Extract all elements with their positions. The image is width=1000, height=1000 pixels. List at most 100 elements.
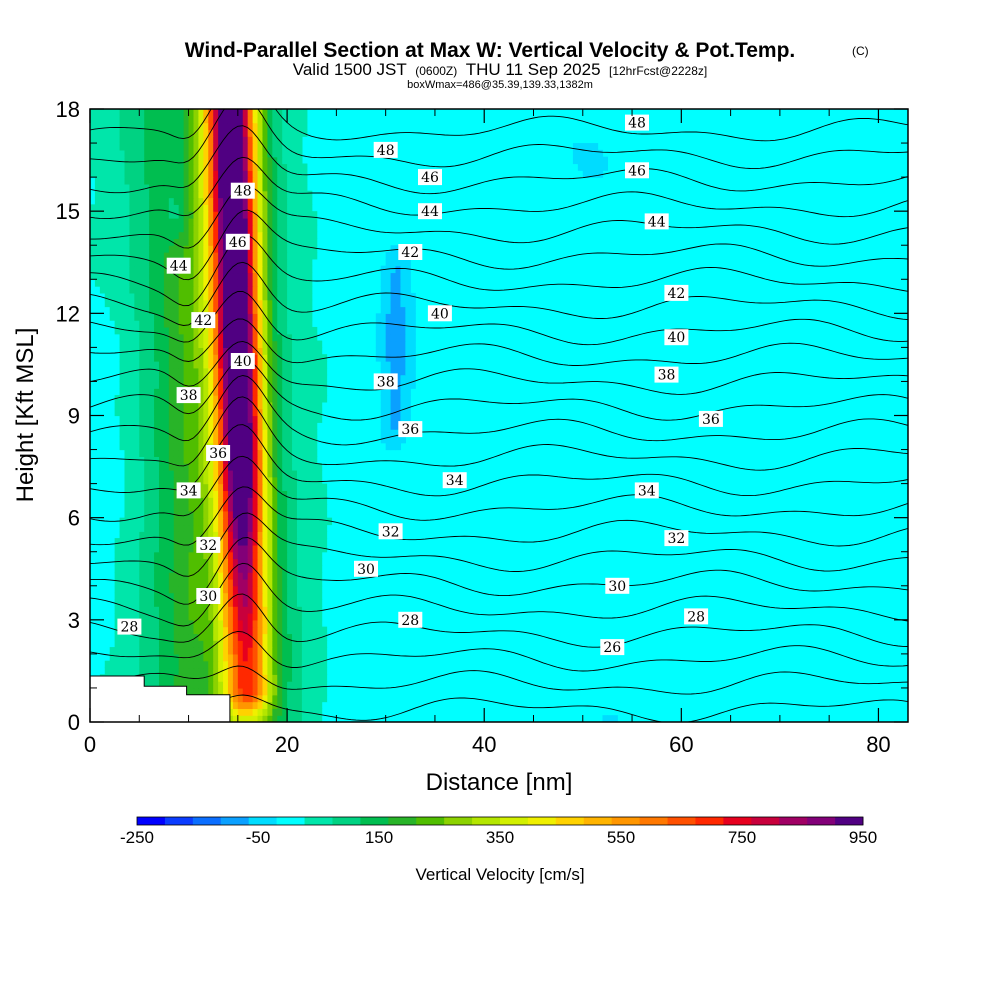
w-cell	[213, 299, 219, 308]
w-cell	[139, 265, 145, 274]
w-cell	[227, 456, 234, 464]
w-cell	[149, 415, 155, 423]
w-cell	[252, 183, 259, 192]
w-cell	[163, 354, 170, 362]
w-cell	[262, 551, 268, 560]
w-cell	[173, 395, 180, 403]
w-cell	[218, 122, 224, 131]
w-cell	[301, 476, 308, 485]
w-cell	[272, 660, 278, 669]
w-cell	[144, 401, 150, 410]
w-cell	[277, 149, 283, 158]
w-cell	[94, 177, 101, 185]
w-cell	[163, 211, 170, 219]
w-cell	[405, 326, 411, 335]
w-cell	[232, 299, 239, 308]
w-cell	[237, 497, 244, 505]
w-cell	[134, 204, 140, 212]
w-cell	[114, 640, 121, 648]
w-cell	[395, 258, 402, 267]
w-cell	[287, 306, 293, 314]
w-cell	[242, 687, 249, 696]
w-cell	[193, 224, 200, 233]
w-cell	[296, 245, 303, 253]
w-cell	[90, 122, 96, 131]
w-cell	[99, 122, 106, 131]
w-cell	[287, 558, 293, 566]
w-cell	[311, 483, 318, 492]
w-cell	[296, 510, 303, 519]
w-cell	[252, 299, 259, 308]
w-cell	[109, 156, 116, 165]
w-cell	[193, 572, 200, 580]
w-cell	[119, 204, 126, 212]
w-cell	[395, 313, 402, 321]
w-cell	[292, 572, 298, 580]
w-cell	[292, 190, 298, 199]
w-cell	[223, 265, 229, 274]
w-cell	[306, 510, 313, 519]
w-cell	[282, 354, 288, 362]
w-cell	[292, 224, 298, 233]
w-cell	[232, 667, 239, 675]
w-cell	[301, 279, 308, 287]
w-cell	[296, 497, 303, 505]
w-cell	[296, 129, 303, 137]
w-cell	[163, 197, 170, 205]
w-cell	[272, 143, 278, 151]
w-cell	[99, 183, 106, 192]
w-cell	[139, 258, 145, 267]
w-cell	[129, 483, 135, 492]
w-cell	[267, 313, 273, 321]
w-cell	[178, 626, 185, 635]
w-cell	[242, 170, 249, 178]
w-cell	[390, 279, 397, 287]
w-cell	[163, 115, 170, 124]
w-cell	[227, 340, 234, 348]
w-cell	[232, 572, 239, 580]
w-cell	[119, 217, 126, 226]
w-cell	[223, 292, 229, 301]
w-cell	[262, 333, 268, 342]
w-cell	[301, 497, 308, 505]
w-cell	[114, 653, 121, 662]
w-cell	[129, 163, 135, 171]
w-cell	[213, 572, 219, 580]
w-cell	[237, 653, 244, 662]
w-cell	[188, 245, 195, 253]
w-cell	[232, 715, 239, 722]
w-cell	[272, 238, 278, 246]
w-cell	[158, 510, 165, 519]
w-cell	[188, 177, 195, 185]
w-cell	[188, 136, 195, 144]
w-cell	[149, 245, 155, 253]
w-cell	[232, 701, 239, 709]
w-cell	[158, 115, 165, 124]
w-cell	[134, 572, 140, 580]
w-cell	[149, 681, 155, 689]
w-cell	[139, 565, 145, 573]
w-cell	[227, 190, 234, 199]
w-cell	[129, 177, 135, 185]
w-cell	[227, 715, 234, 722]
w-cell	[193, 449, 200, 457]
w-cell	[262, 687, 268, 696]
w-cell	[306, 408, 313, 417]
w-cell	[188, 647, 195, 655]
w-cell	[247, 252, 254, 260]
w-cell	[296, 313, 303, 321]
w-cell	[203, 211, 209, 219]
w-cell	[149, 449, 155, 457]
w-cell	[306, 653, 313, 662]
w-cell	[168, 504, 175, 512]
w-cell	[129, 388, 135, 396]
w-cell	[158, 272, 165, 280]
w-cell	[272, 333, 278, 342]
w-cell	[183, 660, 190, 669]
w-cell	[410, 354, 416, 362]
w-cell	[109, 183, 116, 192]
w-cell	[144, 217, 150, 226]
w-cell	[272, 606, 278, 614]
w-cell	[168, 395, 175, 403]
w-cell	[188, 286, 195, 294]
